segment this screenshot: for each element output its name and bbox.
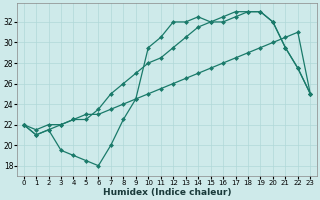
X-axis label: Humidex (Indice chaleur): Humidex (Indice chaleur) (103, 188, 231, 197)
